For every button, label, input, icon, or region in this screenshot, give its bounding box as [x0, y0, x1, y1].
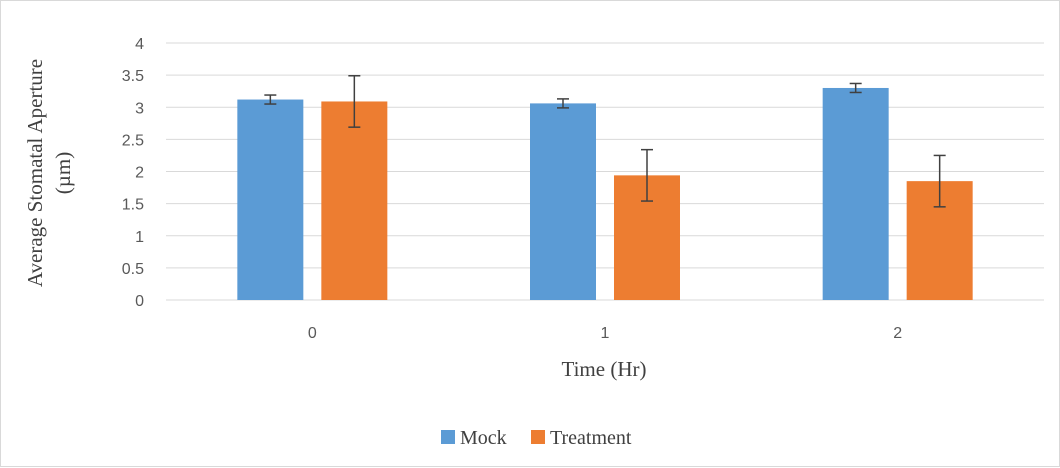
bar-mock-2	[822, 87, 889, 300]
y-tick-label: 2	[135, 165, 144, 182]
legend-label-treatment: Treatment	[550, 427, 632, 449]
legend-label-mock: Mock	[460, 427, 507, 449]
y-tick-label: 3.5	[122, 68, 144, 85]
bar-mock-1	[530, 103, 596, 301]
y-tick-label: 1.5	[122, 197, 144, 214]
legend-swatch-treatment	[531, 430, 545, 444]
x-tick-label: 1	[601, 325, 610, 342]
legend: Mock Treatment	[441, 427, 632, 449]
error-bars	[264, 75, 946, 208]
x-tick-label: 2	[893, 325, 902, 342]
y-axis-title: Average Stomatal Aperture (µm)	[23, 59, 75, 287]
grid-lines	[166, 42, 1044, 301]
y-tick-label: 2.5	[122, 132, 144, 149]
y-axis-title-line-2: (µm)	[51, 152, 75, 194]
x-tick-labels: 0 1 2	[308, 325, 902, 342]
y-tick-label: 0	[135, 293, 144, 310]
bar-mock-0	[237, 99, 304, 300]
y-tick-labels: 0 0.5 1 1.5 2 2.5 3 3.5 4	[122, 36, 144, 310]
x-axis-title: Time (Hr)	[562, 357, 647, 381]
bars	[237, 87, 973, 301]
y-tick-label: 0.5	[122, 261, 144, 278]
legend-swatch-mock	[441, 430, 455, 444]
y-tick-label: 4	[135, 36, 144, 53]
y-axis-title-line-1: Average Stomatal Aperture	[23, 59, 47, 287]
bar-treatment-0	[321, 101, 388, 300]
x-tick-label: 0	[308, 325, 317, 342]
y-tick-label: 3	[135, 100, 144, 117]
y-tick-label: 1	[135, 229, 144, 246]
